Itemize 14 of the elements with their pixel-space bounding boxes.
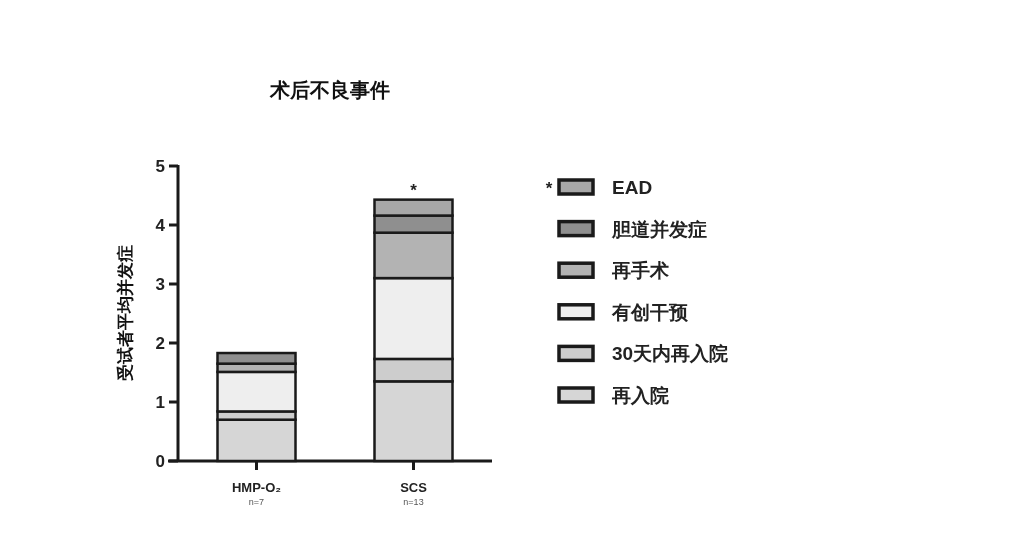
x-tick-label: n=7 bbox=[248, 497, 265, 507]
x-tick-label: SCS bbox=[400, 480, 427, 495]
y-tick-label: 3 bbox=[155, 275, 165, 294]
y-axis-title: 受试者平均并发症 bbox=[116, 245, 135, 381]
x-tick-label: HMP-O₂ bbox=[231, 480, 282, 495]
title: 术后不良事件 bbox=[270, 79, 390, 101]
y-tick-label: 5 bbox=[155, 157, 165, 176]
annotation: * bbox=[545, 179, 553, 198]
y-tick-label: 4 bbox=[155, 216, 165, 235]
y-tick-label: 2 bbox=[155, 334, 165, 353]
annotation: * bbox=[410, 180, 417, 200]
y-tick-label: 1 bbox=[155, 393, 165, 412]
x-tick-label: n=13 bbox=[403, 497, 424, 507]
y-tick-label: 0 bbox=[155, 452, 165, 471]
